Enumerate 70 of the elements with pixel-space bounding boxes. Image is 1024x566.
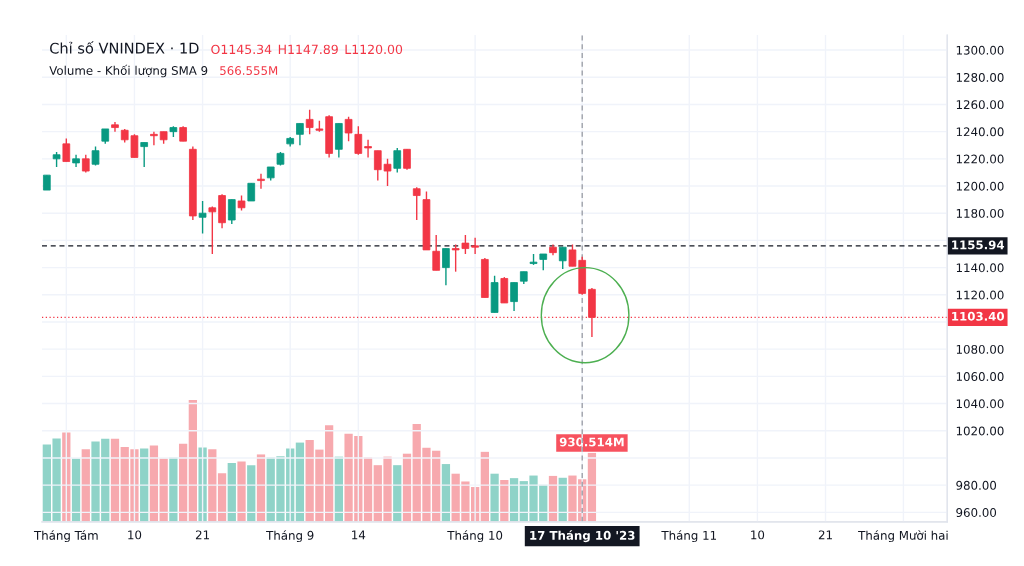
annotation: Volume - Khối lượng SMA 9 [49,64,208,78]
y-tick-label: 1080.00 [956,344,1004,354]
annotation: O1145.34 [211,44,272,55]
candlestick [140,141,149,168]
candlestick [442,247,450,286]
candlestick [227,198,236,225]
bar [227,462,236,522]
y-tick-label: 980.00 [956,480,997,490]
y-tick-label: 1200.00 [956,181,1004,191]
bar [110,438,120,522]
x-tick-label: Tháng 10 [447,530,503,543]
x-tick-label: Tháng 9 [266,530,314,543]
data-label: 930.514M [559,437,624,447]
bar [188,399,197,522]
candlestick [257,173,265,190]
y-tick-label: 1040.00 [956,399,1004,409]
bar [169,457,178,522]
y-tick-label: 1260.00 [956,100,1004,110]
chart-title: Chỉ số VNINDEX · 1D [50,41,199,54]
x-tick-label: 21 [818,530,832,540]
y-tick-label: 1280.00 [956,72,1004,82]
candlestick [510,281,518,312]
candlestick [150,130,158,146]
candlestick [432,234,441,272]
candlestick [91,145,100,167]
candlestick [354,125,363,156]
bar [159,458,168,522]
ref-line-label: 1103.40 [952,311,1005,321]
candlestick [364,139,372,159]
y-tick-label: 1060.00 [956,372,1004,382]
y-tick-label: 1220.00 [956,154,1004,164]
candlestick [62,137,71,163]
bar [71,458,81,522]
candlestick [393,147,402,174]
x-tick-label: 10 [751,530,765,540]
y-tick-label: 1240.00 [956,127,1004,137]
bar [217,473,227,522]
y-tick-label: 1180.00 [956,208,1004,218]
annotation: 566.555M [220,66,278,75]
annotation: H1147.89 [278,44,338,55]
annotation: L1120.00 [345,44,403,55]
y-tick-label: 1120.00 [956,290,1004,300]
bar [490,473,499,522]
x-tick-label: 21 [195,530,210,540]
bar [441,464,451,522]
bar [237,461,246,522]
bar [393,465,402,522]
candlestick [558,246,567,270]
candlestick [208,205,217,255]
y-tick-label: 1300.00 [956,45,1004,55]
candlestick [198,200,207,235]
x-tick-label: Tháng Mười hai [858,530,948,543]
candlestick [403,148,411,171]
x-tick-label: 10 [128,530,142,540]
candlestick [471,236,479,255]
candlestick [296,122,304,146]
x-tick-label: Tháng 11 [661,530,717,543]
x-tick-label: 14 [352,530,366,540]
candlestick [305,109,314,136]
y-tick-label: 1020.00 [956,426,1004,436]
x-tick-label: Tháng Tám [33,530,98,543]
ref-line-label: 1155.94 [952,240,1005,250]
candlestick [344,115,353,142]
y-tick-label: 1140.00 [956,263,1004,273]
x-tick-label: 17 Tháng 10 '23 [530,530,635,543]
bar [247,465,256,522]
candlestick [412,186,421,221]
y-tick-label: 960.00 [956,508,997,517]
candlestick [111,121,119,133]
bar [198,447,207,522]
